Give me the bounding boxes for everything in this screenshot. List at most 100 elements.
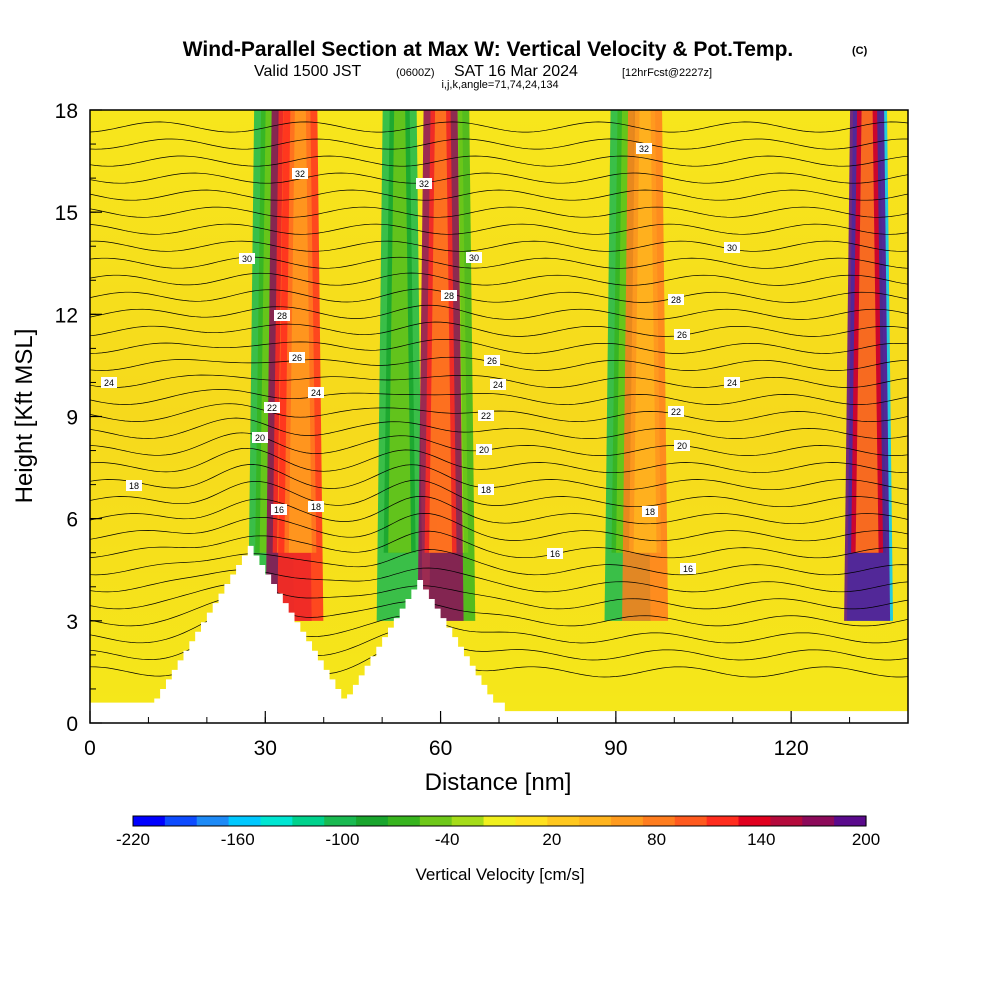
contour-label: 30 xyxy=(469,253,479,263)
colorbar-swatch xyxy=(260,816,293,826)
y-tick-label: 12 xyxy=(55,304,78,327)
x-tick-label: 30 xyxy=(254,737,277,760)
y-tick-label: 6 xyxy=(66,509,78,532)
contour-label: 18 xyxy=(129,481,139,491)
colorbar-tick-label: -100 xyxy=(325,830,359,849)
colorbar-swatch xyxy=(324,816,357,826)
colorbar xyxy=(132,815,867,827)
theta-contour-line xyxy=(90,304,908,320)
contour-label: 20 xyxy=(479,445,489,455)
colorbar-swatch xyxy=(802,816,835,826)
contour-label: 26 xyxy=(292,353,302,363)
colorbar-frame xyxy=(132,815,867,827)
colorbar-label: Vertical Velocity [cm/s] xyxy=(415,865,584,884)
theta-contour-line xyxy=(90,403,908,422)
contour-label-bg xyxy=(484,355,500,366)
contour-label-bg xyxy=(547,548,563,559)
downdraft-column-layer xyxy=(388,110,412,553)
y-axis-label: Height [Kft MSL] xyxy=(11,329,38,504)
contour-label: 28 xyxy=(277,311,287,321)
contour-label: 28 xyxy=(671,295,681,305)
colorbar-swatch xyxy=(133,816,166,826)
colorbar-swatch xyxy=(228,816,262,826)
contour-label: 24 xyxy=(493,380,503,390)
theta-contour-line xyxy=(90,240,908,252)
colorbar-swatch xyxy=(196,816,230,826)
theta-contour-line xyxy=(90,567,908,593)
theta-contour-line xyxy=(90,389,908,405)
theta-contour-line xyxy=(90,464,908,491)
contour-label-bg xyxy=(271,504,287,515)
valid-prefix: Valid 1500 JST xyxy=(254,63,362,80)
colorbar-swatch xyxy=(356,816,389,826)
theta-contour-line xyxy=(90,496,908,525)
plot-area xyxy=(90,110,908,723)
theta-contour-line xyxy=(90,339,908,354)
contour-label: 20 xyxy=(255,433,265,443)
theta-contour-line xyxy=(90,189,908,201)
colorbar-tick-label: -40 xyxy=(435,830,460,849)
colorbar-swatch xyxy=(738,816,771,826)
y-tick-label: 3 xyxy=(66,611,78,634)
contour-label-bg xyxy=(642,506,658,517)
contour-label-bg xyxy=(292,168,308,179)
contour-label: 26 xyxy=(487,356,497,366)
x-tick-label: 90 xyxy=(604,737,627,760)
contour-label: 16 xyxy=(550,549,560,559)
contour-label: 30 xyxy=(242,254,252,264)
contour-label-bg xyxy=(724,242,740,253)
theta-contour-line xyxy=(90,513,908,542)
contour-label: 18 xyxy=(311,502,321,512)
contour-label: 22 xyxy=(267,403,277,413)
x-axis-ticks: 0 30 60 90 120 xyxy=(84,711,909,760)
contour-label-bg xyxy=(478,484,494,495)
theta-contour-line xyxy=(90,288,908,303)
colorbar-swatch xyxy=(770,816,803,826)
grid-indices: i,j,k,angle=71,74,24,134 xyxy=(441,79,558,91)
chart-title: Wind-Parallel Section at Max W: Vertical… xyxy=(183,38,794,61)
contour-label: 22 xyxy=(671,407,681,417)
y-tick-label: 9 xyxy=(66,407,78,430)
contour-label: 32 xyxy=(295,169,305,179)
contour-label-bg xyxy=(668,406,684,417)
colorbar-swatch xyxy=(483,816,517,826)
theta-contour-line xyxy=(90,172,908,184)
theta-contour-line xyxy=(90,155,908,167)
updraft-column-layer xyxy=(633,110,657,553)
contour-label: 20 xyxy=(677,441,687,451)
x-tick-label: 60 xyxy=(429,737,452,760)
x-tick-label: 0 xyxy=(84,737,96,760)
contour-label-bg xyxy=(308,501,324,512)
colorbar-tick-label: -160 xyxy=(221,830,255,849)
colorbar-swatch xyxy=(642,816,676,826)
contour-label: 26 xyxy=(677,330,687,340)
theta-contour-line xyxy=(90,479,908,508)
colorbar-swatch xyxy=(706,816,740,826)
contour-label-bg xyxy=(668,294,684,305)
colorbar-tick-label: -220 xyxy=(116,830,150,849)
contour-label-bg xyxy=(724,377,740,388)
theta-contour-line xyxy=(90,417,908,439)
contour-label-bg xyxy=(478,410,494,421)
contour-label-bg xyxy=(466,252,482,263)
contour-label: 24 xyxy=(311,388,321,398)
valid-date: SAT 16 Mar 2024 xyxy=(454,63,578,80)
forecast-info: [12hrFcst@2227z] xyxy=(622,67,712,79)
theta-contour-line xyxy=(90,223,908,235)
contour-label: 32 xyxy=(419,179,429,189)
theta-contour-line xyxy=(90,432,908,456)
x-tick-label: 120 xyxy=(774,737,809,760)
contour-label-bg xyxy=(264,402,280,413)
contour-label-bg xyxy=(674,440,690,451)
x-axis-label: Distance [nm] xyxy=(425,769,572,796)
contour-label-bg xyxy=(274,310,290,321)
theta-contour-line xyxy=(90,321,908,337)
theta-contour-labels: 16 16 16 18 18 18 18 20 20 20 22 22 22 24 24 24 24 26 26 26… xyxy=(101,143,740,574)
theta-contour-line xyxy=(90,374,908,388)
colorbar-swatch xyxy=(579,816,612,826)
theta-contour-line xyxy=(90,256,908,269)
contour-label-bg xyxy=(101,377,117,388)
theta-contour-line xyxy=(90,206,908,218)
contour-label: 16 xyxy=(274,505,284,515)
copyright-mark: (C) xyxy=(852,45,868,57)
